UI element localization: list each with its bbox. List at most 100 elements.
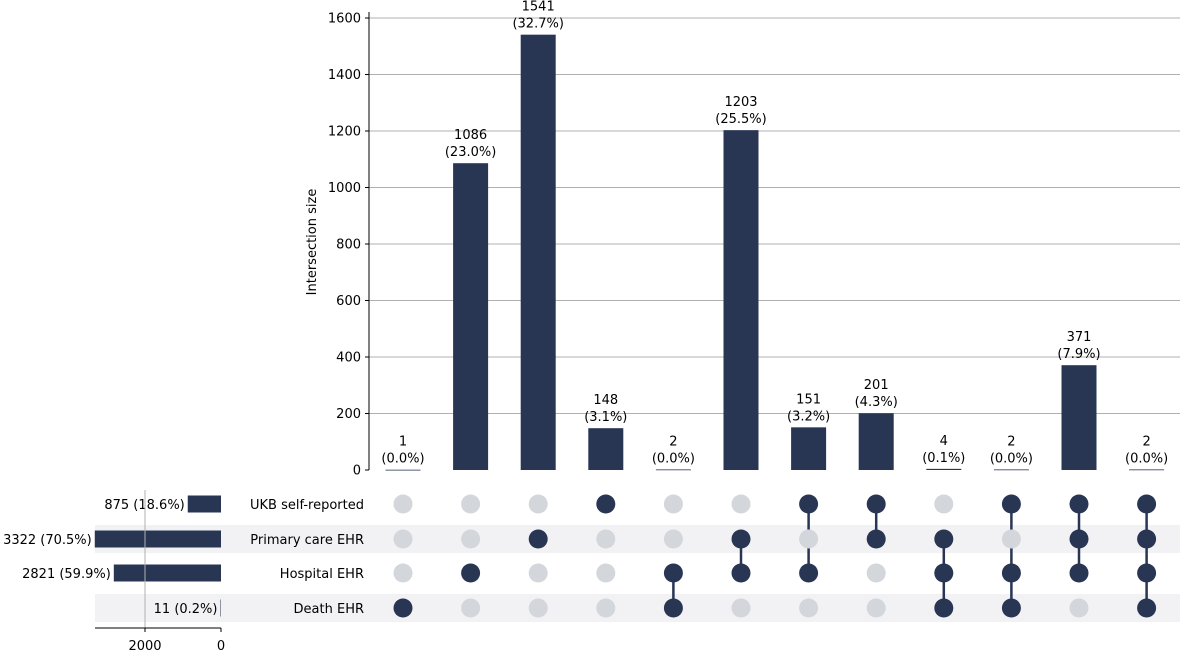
y-tick-label: 600 bbox=[336, 294, 361, 309]
matrix-dot-active bbox=[1001, 494, 1021, 514]
matrix-dot-active bbox=[866, 494, 886, 514]
set-size-bar bbox=[220, 599, 221, 617]
bar-percent-label: (32.7%) bbox=[512, 17, 563, 32]
matrix-dot-inactive bbox=[461, 598, 481, 618]
matrix-dot-inactive bbox=[1001, 529, 1021, 549]
matrix-dot-inactive bbox=[731, 598, 751, 618]
y-tick-label: 800 bbox=[336, 238, 361, 253]
matrix-dot-inactive bbox=[731, 494, 751, 514]
matrix-dot-active bbox=[1069, 563, 1089, 583]
set-name: UKB self-reported bbox=[250, 498, 364, 513]
matrix-dot-inactive bbox=[799, 598, 819, 618]
matrix-dot-active bbox=[528, 529, 548, 549]
intersection-bar bbox=[858, 413, 894, 470]
matrix-dot-inactive bbox=[663, 529, 683, 549]
set-name: Primary care EHR bbox=[250, 533, 364, 548]
y-tick-label: 400 bbox=[336, 351, 361, 366]
matrix-dot-inactive bbox=[596, 529, 616, 549]
bar-value-label: 1086 bbox=[454, 128, 487, 143]
y-tick-label: 0 bbox=[353, 464, 361, 479]
intersection-bar bbox=[385, 469, 421, 471]
y-tick-label: 1600 bbox=[328, 12, 361, 27]
y-gridlines bbox=[369, 17, 1180, 414]
matrix-dot-inactive bbox=[663, 494, 683, 514]
matrix-dot-inactive bbox=[934, 494, 954, 514]
set-size-tick-label: 0 bbox=[217, 639, 225, 652]
set-name: Hospital EHR bbox=[280, 567, 364, 582]
row-stripe bbox=[95, 594, 1180, 622]
bar-value-label: 371 bbox=[1067, 330, 1092, 345]
set-size-axis: 2000 0 bbox=[95, 490, 225, 652]
bar-percent-label: (0.0%) bbox=[1125, 451, 1168, 466]
bar-percent-label: (0.1%) bbox=[922, 451, 965, 466]
matrix-dot-inactive bbox=[393, 529, 413, 549]
bar-percent-label: (0.0%) bbox=[652, 451, 695, 466]
matrix-dot-inactive bbox=[596, 563, 616, 583]
set-size-tick-label: 2000 bbox=[128, 639, 161, 652]
set-size-label: 3322 (70.5%) bbox=[3, 533, 92, 548]
matrix-dot-active bbox=[866, 529, 886, 549]
matrix-dot-inactive bbox=[461, 494, 481, 514]
matrix-dot-inactive bbox=[1069, 598, 1089, 618]
intersection-matrix bbox=[393, 494, 1157, 618]
bar-value-label: 1 bbox=[399, 435, 407, 450]
matrix-dot-inactive bbox=[799, 529, 819, 549]
matrix-dot-active bbox=[934, 598, 954, 618]
intersection-bar bbox=[520, 34, 556, 470]
bar-value-label: 151 bbox=[796, 392, 821, 407]
intersection-bar bbox=[993, 469, 1029, 471]
intersection-bars bbox=[385, 34, 1165, 471]
matrix-dot-active bbox=[1137, 494, 1157, 514]
bar-percent-label: (0.0%) bbox=[990, 451, 1033, 466]
matrix-dot-active bbox=[461, 563, 481, 583]
y-tick-label: 1200 bbox=[328, 125, 361, 140]
matrix-dot-active bbox=[731, 529, 751, 549]
set-size-bar bbox=[187, 495, 221, 513]
intersection-bar bbox=[588, 428, 624, 470]
matrix-dot-inactive bbox=[528, 563, 548, 583]
y-tick-label: 1000 bbox=[328, 181, 361, 196]
matrix-dot-inactive bbox=[393, 494, 413, 514]
bar-value-label: 2 bbox=[1007, 434, 1015, 449]
matrix-dot-active bbox=[1001, 598, 1021, 618]
y-axis-label: Intersection size bbox=[305, 189, 320, 296]
intersection-bar bbox=[655, 469, 691, 471]
matrix-dot-active bbox=[1069, 529, 1089, 549]
set-names: UKB self-reported Primary care EHR Hospita… bbox=[250, 498, 364, 617]
set-size-label: 2821 (59.9%) bbox=[22, 567, 111, 582]
matrix-dot-inactive bbox=[866, 563, 886, 583]
bar-value-label: 1203 bbox=[724, 95, 757, 110]
bar-percent-label: (3.2%) bbox=[787, 409, 830, 424]
intersection-bar bbox=[926, 468, 962, 470]
matrix-dot-active bbox=[1137, 598, 1157, 618]
matrix-dot-inactive bbox=[596, 598, 616, 618]
bar-percent-label: (23.0%) bbox=[445, 145, 496, 160]
matrix-dot-active bbox=[663, 563, 683, 583]
bar-percent-label: (7.9%) bbox=[1057, 347, 1100, 362]
matrix-dot-active bbox=[1001, 563, 1021, 583]
bar-percent-label: (0.0%) bbox=[381, 452, 424, 467]
matrix-dot-active bbox=[799, 494, 819, 514]
set-name: Death EHR bbox=[294, 602, 364, 617]
matrix-dot-inactive bbox=[866, 598, 886, 618]
row-stripe bbox=[95, 525, 1180, 553]
bar-value-label: 2 bbox=[1142, 434, 1150, 449]
bar-value-label: 148 bbox=[593, 393, 618, 408]
matrix-dot-inactive bbox=[528, 494, 548, 514]
matrix-dot-active bbox=[934, 563, 954, 583]
intersection-bar bbox=[723, 130, 759, 470]
matrix-dot-inactive bbox=[461, 529, 481, 549]
bar-value-label: 201 bbox=[864, 378, 889, 393]
intersection-bar bbox=[791, 427, 827, 470]
set-size-bars: 875 (18.6%)3322 (70.5%)2821 (59.9%)11 (0… bbox=[3, 495, 221, 617]
matrix-dot-active bbox=[1137, 563, 1157, 583]
y-tick-label: 200 bbox=[336, 407, 361, 422]
matrix-dot-active bbox=[393, 598, 413, 618]
y-tick-label: 1400 bbox=[328, 68, 361, 83]
matrix-dot-inactive bbox=[393, 563, 413, 583]
matrix-dot-active bbox=[1069, 494, 1089, 514]
matrix-dot-active bbox=[596, 494, 616, 514]
set-size-bar bbox=[94, 530, 221, 548]
matrix-dot-active bbox=[799, 563, 819, 583]
